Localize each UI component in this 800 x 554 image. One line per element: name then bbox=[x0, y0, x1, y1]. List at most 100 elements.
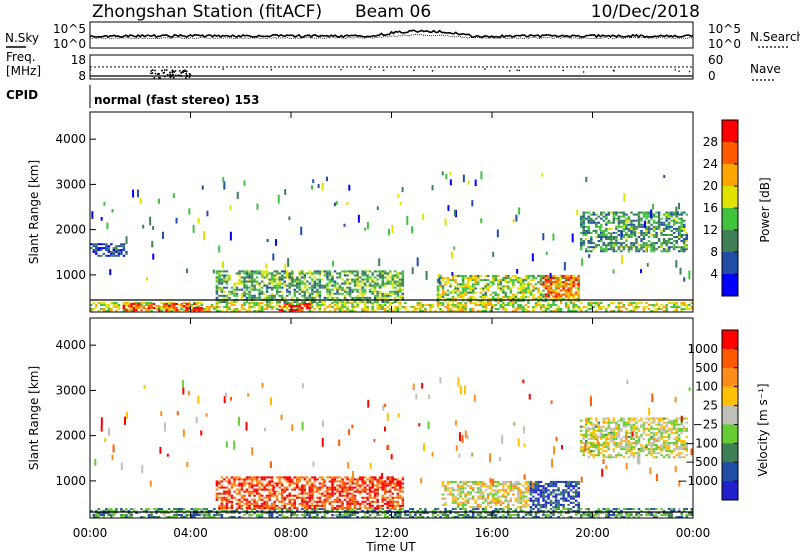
power-range-cell bbox=[597, 215, 601, 218]
power-range-cell bbox=[459, 285, 462, 288]
velocity-range-cell bbox=[220, 500, 224, 503]
power-range-cell bbox=[278, 302, 281, 305]
power-range-cell bbox=[640, 269, 643, 274]
power-range-cell bbox=[549, 283, 553, 286]
velocity-range-cell bbox=[253, 478, 256, 481]
power-range-cell bbox=[100, 243, 103, 246]
power-range-cell bbox=[607, 238, 611, 241]
velocity-range-cell bbox=[660, 508, 663, 511]
power-range-cell bbox=[620, 225, 623, 228]
power-range-cell bbox=[454, 281, 457, 284]
velocity-range-cell bbox=[476, 480, 480, 483]
power-range-cell bbox=[489, 304, 492, 307]
velocity-range-cell bbox=[401, 504, 405, 507]
power-range-cell bbox=[635, 250, 638, 253]
power-range-cell bbox=[288, 282, 291, 285]
power-range-cell bbox=[497, 285, 500, 288]
power-range-cell bbox=[326, 282, 329, 285]
velocity-range-cell bbox=[233, 510, 236, 513]
velocity-range-cell bbox=[233, 478, 236, 481]
power-range-cell bbox=[388, 282, 392, 285]
velocity-range-cell bbox=[610, 454, 613, 457]
power-range-cell bbox=[481, 279, 485, 282]
power-range-cell bbox=[366, 310, 369, 312]
power-range-cell bbox=[293, 284, 297, 287]
power-range-cell bbox=[534, 306, 538, 309]
power-range-cell bbox=[391, 290, 395, 293]
power-range-cell bbox=[147, 302, 151, 305]
power-range-cell bbox=[690, 308, 693, 311]
power-range-cell bbox=[552, 304, 555, 307]
power-range-cell bbox=[679, 267, 682, 275]
velocity-range-cell bbox=[102, 512, 106, 515]
power-range-cell bbox=[579, 240, 583, 243]
power-range-cell bbox=[255, 310, 259, 312]
power-range-cell bbox=[284, 263, 287, 271]
power-range-cell bbox=[622, 223, 626, 226]
velocity-range-cell bbox=[612, 450, 616, 453]
power-range-cell bbox=[229, 276, 232, 280]
power-range-cell bbox=[662, 233, 666, 236]
velocity-range-cell bbox=[243, 510, 246, 513]
nave-scatter bbox=[89, 68, 691, 79]
velocity-range-cell bbox=[383, 516, 387, 518]
velocity-range-cell bbox=[476, 491, 480, 494]
power-range-cell bbox=[275, 300, 279, 303]
power-range-cell bbox=[577, 295, 580, 298]
velocity-range-cell bbox=[291, 512, 294, 515]
velocity-range-cell bbox=[522, 495, 525, 498]
velocity-range-cell bbox=[602, 441, 606, 445]
velocity-range-cell bbox=[685, 514, 688, 517]
velocity-range-cell bbox=[248, 504, 251, 507]
power-range-cell bbox=[275, 272, 279, 275]
power-range-cell bbox=[512, 297, 515, 300]
velocity-range-cell bbox=[567, 516, 570, 518]
velocity-range-cell bbox=[607, 417, 611, 420]
power-range-cell bbox=[607, 227, 611, 230]
velocity-range-cell bbox=[318, 476, 322, 479]
power-range-cell bbox=[203, 310, 206, 312]
power-range-cell bbox=[474, 276, 477, 280]
velocity-range-cell bbox=[459, 489, 462, 492]
power-range-cell bbox=[634, 231, 637, 238]
velocity-range-cell bbox=[218, 492, 221, 495]
velocity-range-cell bbox=[255, 500, 259, 503]
velocity-range-cell bbox=[610, 456, 613, 459]
power-range-cell bbox=[383, 292, 387, 295]
velocity-range-cell bbox=[434, 510, 437, 513]
power-range-cell bbox=[250, 294, 254, 297]
power-range-cell bbox=[351, 280, 354, 283]
velocity-range-cell bbox=[567, 482, 570, 486]
power-range-cell bbox=[600, 211, 603, 214]
velocity-range-cell bbox=[288, 510, 291, 513]
velocity-range-cell bbox=[205, 512, 209, 515]
power-range-cell bbox=[368, 270, 372, 273]
power-range-cell bbox=[630, 246, 633, 249]
velocity-range-cell bbox=[338, 512, 342, 515]
velocity-range-cell bbox=[466, 516, 470, 518]
velocity-range-cell bbox=[230, 506, 234, 509]
power-range-cell bbox=[125, 250, 128, 253]
power-range-cell bbox=[600, 238, 603, 241]
velocity-range-cell bbox=[396, 510, 400, 513]
power-range-cell bbox=[245, 276, 249, 279]
power-range-cell bbox=[650, 304, 653, 307]
velocity-range-cell bbox=[517, 505, 520, 509]
velocity-range-cell bbox=[341, 478, 344, 481]
velocity-range-cell bbox=[542, 487, 545, 490]
power-range-cell bbox=[371, 310, 374, 312]
velocity-range-cell bbox=[554, 480, 558, 483]
velocity-range-cell bbox=[444, 489, 447, 492]
power-range-cell bbox=[675, 229, 678, 232]
nave-point bbox=[678, 70, 680, 72]
velocity-range-cell bbox=[622, 516, 626, 518]
velocity-range-cell bbox=[346, 504, 349, 507]
power-range-cell bbox=[386, 302, 389, 305]
velocity-range-cell bbox=[225, 486, 229, 489]
velocity-range-cell bbox=[356, 484, 359, 487]
velocity-range-cell bbox=[190, 514, 194, 517]
power-range-cell bbox=[414, 306, 417, 309]
power-range-cell bbox=[220, 278, 224, 281]
velocity-range-cell bbox=[346, 490, 349, 493]
velocity-range-cell bbox=[238, 478, 241, 481]
